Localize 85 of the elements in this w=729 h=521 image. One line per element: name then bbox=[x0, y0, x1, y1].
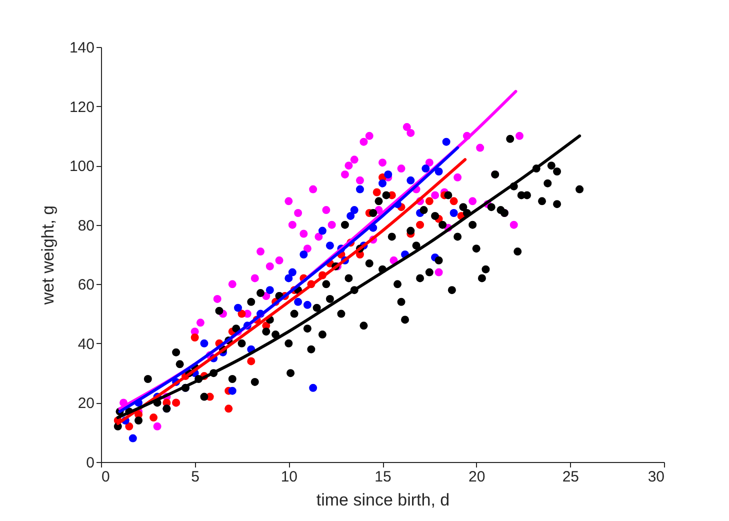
point bbox=[422, 164, 430, 173]
point bbox=[196, 318, 204, 327]
point bbox=[476, 144, 484, 152]
point bbox=[256, 248, 265, 256]
point bbox=[328, 220, 336, 229]
point bbox=[190, 334, 199, 342]
x-tick-label: 0 bbox=[102, 468, 110, 486]
point bbox=[238, 310, 246, 318]
point bbox=[153, 422, 162, 430]
point bbox=[378, 158, 386, 167]
point bbox=[250, 274, 259, 282]
point bbox=[309, 185, 318, 194]
point bbox=[228, 386, 236, 395]
point bbox=[406, 176, 415, 184]
point bbox=[266, 262, 274, 270]
point bbox=[346, 212, 355, 220]
point bbox=[284, 197, 293, 206]
x-axis-title: time since birth, d bbox=[316, 490, 450, 510]
point bbox=[425, 158, 434, 167]
y-axis-title: wet weight, g bbox=[38, 205, 58, 306]
point bbox=[318, 226, 326, 235]
point bbox=[350, 206, 358, 214]
point bbox=[288, 220, 296, 229]
point bbox=[425, 197, 434, 206]
point bbox=[200, 339, 208, 348]
point bbox=[416, 220, 424, 229]
point bbox=[128, 434, 137, 442]
point bbox=[294, 298, 302, 306]
point bbox=[454, 173, 462, 182]
y-tick-label: 40 bbox=[78, 336, 94, 353]
y-tick-label: 140 bbox=[69, 40, 94, 56]
point bbox=[125, 422, 134, 430]
y-tick-label: 120 bbox=[69, 98, 94, 116]
point bbox=[450, 197, 458, 206]
y-tick-label: 100 bbox=[69, 158, 94, 176]
point bbox=[365, 132, 374, 140]
point bbox=[234, 304, 242, 312]
point bbox=[356, 176, 364, 184]
point bbox=[314, 232, 323, 241]
point bbox=[266, 286, 274, 294]
point bbox=[303, 244, 312, 253]
x-tick-label: 15 bbox=[374, 468, 392, 486]
point bbox=[340, 170, 349, 178]
x-tick-label: 30 bbox=[648, 468, 664, 486]
point bbox=[442, 138, 450, 146]
y-tick-label: 80 bbox=[78, 217, 94, 234]
point bbox=[434, 268, 443, 276]
point bbox=[356, 185, 364, 194]
point bbox=[434, 168, 443, 176]
point bbox=[228, 280, 236, 288]
point bbox=[402, 123, 411, 132]
point bbox=[288, 268, 296, 276]
point bbox=[360, 138, 368, 146]
point bbox=[350, 156, 358, 164]
point bbox=[378, 179, 386, 188]
point bbox=[247, 357, 256, 366]
point bbox=[344, 162, 353, 170]
point bbox=[213, 294, 222, 303]
point bbox=[224, 404, 233, 413]
point bbox=[322, 206, 330, 214]
point bbox=[300, 250, 308, 258]
point bbox=[294, 209, 302, 217]
point bbox=[309, 384, 318, 392]
point bbox=[275, 256, 284, 264]
point bbox=[397, 164, 406, 173]
point bbox=[468, 197, 477, 206]
x-tick-label: 5 bbox=[191, 468, 200, 486]
point bbox=[300, 230, 308, 238]
point bbox=[406, 128, 415, 137]
y-tick-label: 20 bbox=[78, 395, 94, 412]
point bbox=[284, 274, 293, 282]
point bbox=[150, 414, 158, 422]
point bbox=[450, 209, 458, 217]
x-tick-label: 20 bbox=[468, 468, 486, 486]
point bbox=[384, 170, 392, 178]
point bbox=[515, 132, 524, 140]
point bbox=[303, 300, 312, 309]
x-tick-label: 10 bbox=[280, 468, 298, 486]
point bbox=[510, 220, 518, 229]
point bbox=[372, 188, 381, 196]
point bbox=[431, 191, 440, 200]
y-tick-label: 60 bbox=[78, 276, 94, 294]
point bbox=[326, 242, 334, 250]
x-tick-label: 25 bbox=[562, 468, 580, 486]
y-tick-label: 0 bbox=[86, 454, 94, 472]
